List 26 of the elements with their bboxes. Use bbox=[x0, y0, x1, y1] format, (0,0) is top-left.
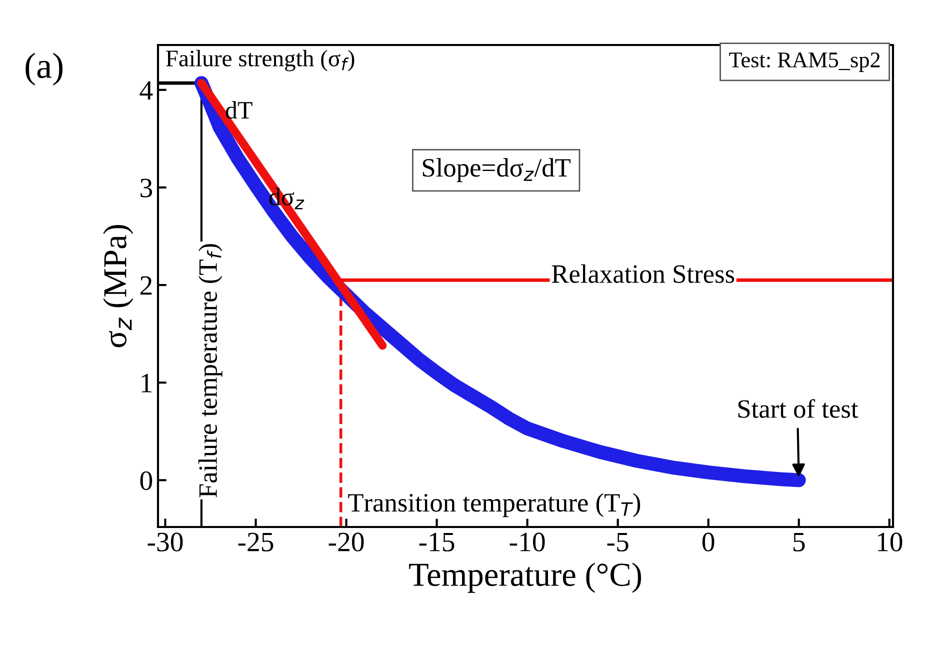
x-axis-title: Temperature (°C) bbox=[409, 562, 642, 593]
x-tick-label: -10 bbox=[510, 532, 545, 552]
ref-line-label: Transition temperature (T$_{T}$) bbox=[348, 493, 640, 518]
x-tick-label: -20 bbox=[328, 532, 364, 552]
annotation: dσ$_{z}$ bbox=[269, 188, 304, 210]
text: (a) bbox=[26, 52, 63, 86]
y-tick-label: 4 bbox=[140, 81, 153, 100]
y-tick-label: 0 bbox=[140, 471, 152, 490]
ref-line-label: Relaxation Stress bbox=[552, 264, 734, 283]
x-tick-label: 0 bbox=[702, 532, 714, 552]
x-tick-label: -25 bbox=[238, 532, 274, 552]
x-tick-label: 5 bbox=[794, 532, 805, 552]
y-tick-label: 2 bbox=[140, 276, 152, 295]
annotation: Slope=dσ$_{z}$/dT bbox=[422, 158, 570, 182]
annotation: dT bbox=[226, 101, 252, 119]
ref-line-label: Failure strength (σ$_{f}$) bbox=[166, 50, 354, 72]
ref-line-label: Failure temperature (T$_{f}$) bbox=[198, 244, 222, 498]
y-tick-label: 1 bbox=[142, 374, 152, 392]
annotation: Start of test bbox=[738, 399, 858, 418]
y-axis-title: σ$_{z}$ (MPa) bbox=[103, 225, 134, 348]
x-tick-label: 10 bbox=[878, 532, 902, 552]
annotation: Test: RAM5_sp2 bbox=[729, 52, 880, 72]
x-tick-label: -30 bbox=[148, 532, 183, 552]
x-tick-label: -15 bbox=[419, 532, 454, 552]
x-tick-label: -5 bbox=[607, 532, 628, 552]
y-tick-label: 3 bbox=[140, 178, 152, 198]
